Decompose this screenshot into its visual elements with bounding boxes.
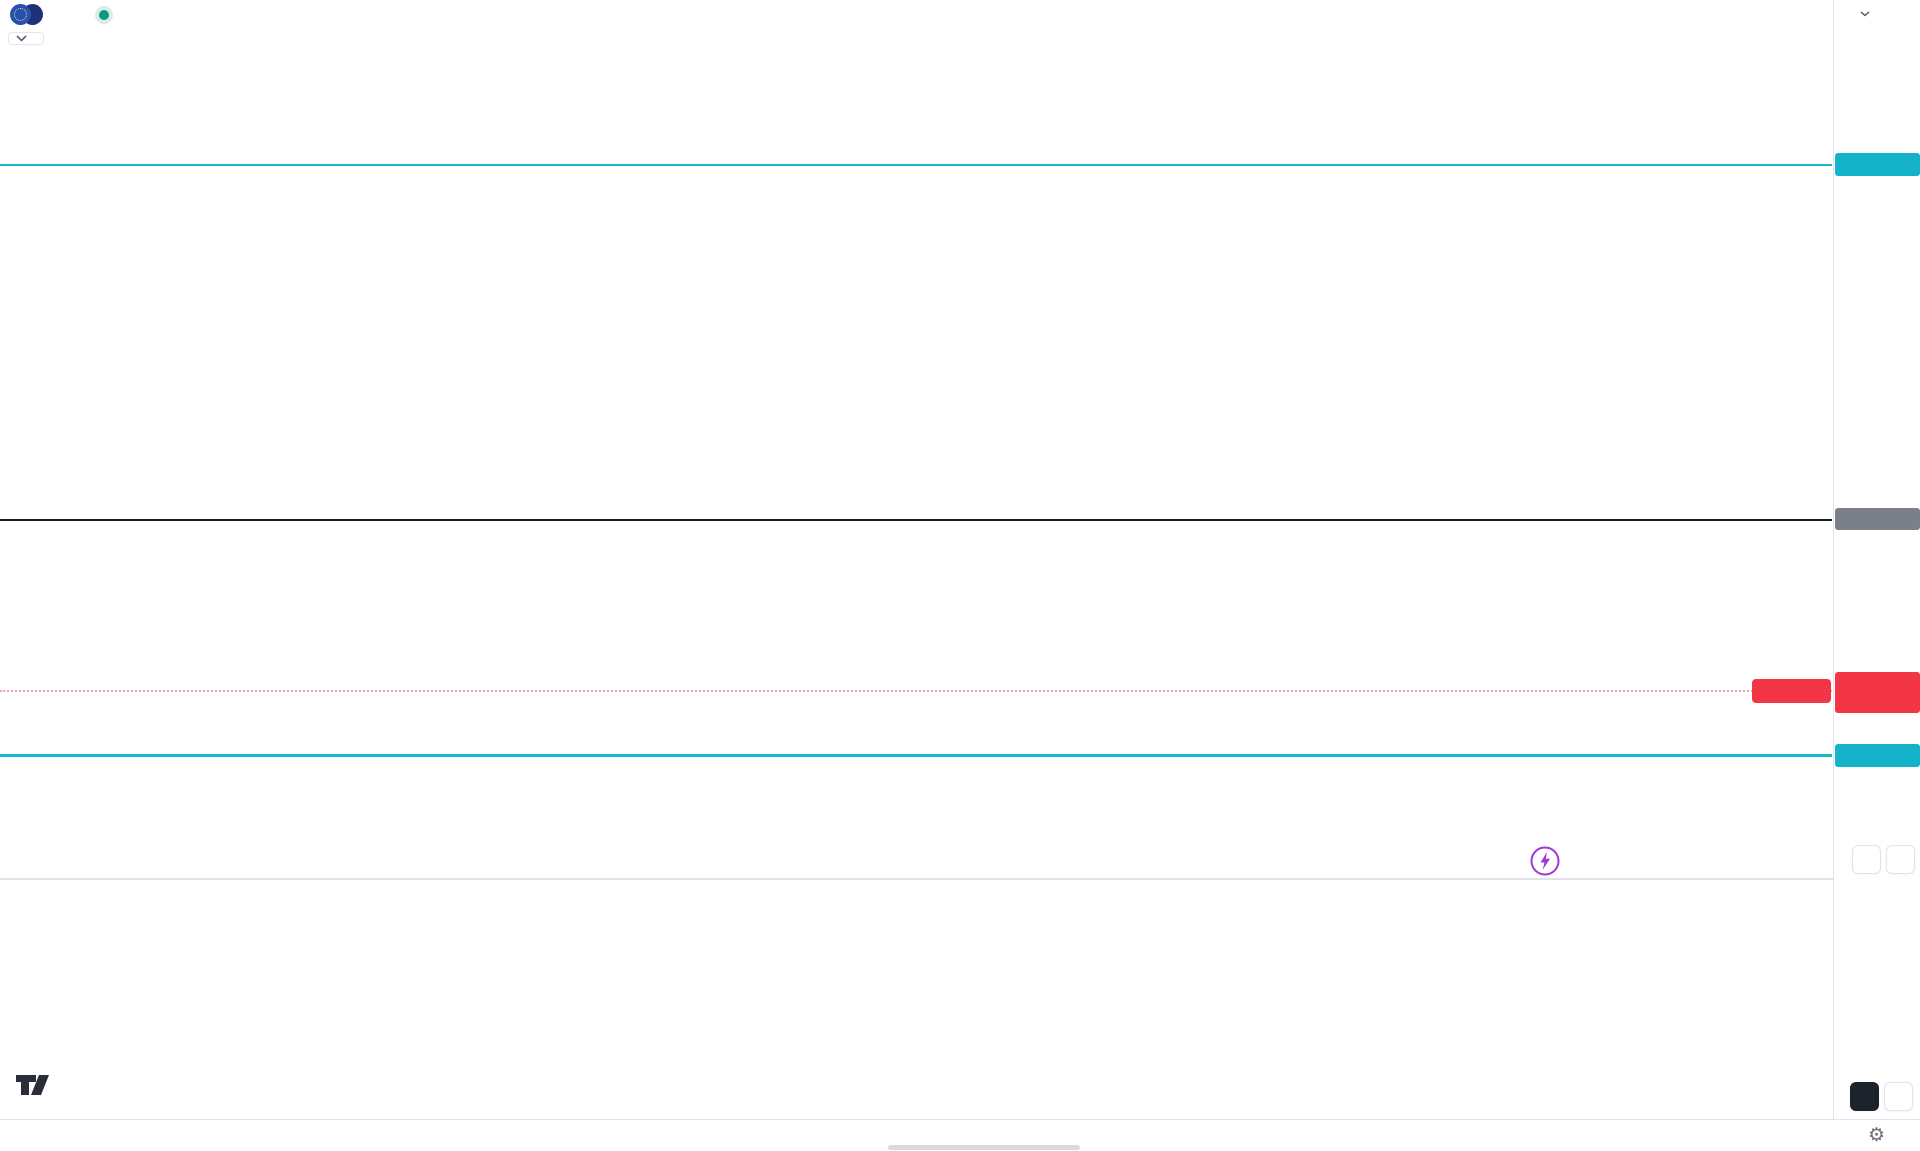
market-status-icon[interactable]: [99, 9, 109, 20]
last-price-label: [1835, 672, 1920, 713]
candlestick-chart[interactable]: [0, 0, 1832, 878]
horizontal-scrollbar[interactable]: [888, 1145, 1080, 1150]
indicators-collapse-button[interactable]: [8, 32, 44, 45]
tradingview-logo[interactable]: [14, 1072, 56, 1098]
gear-icon[interactable]: ⚙: [1868, 1125, 1886, 1146]
ticker-tag: [1752, 679, 1831, 703]
symbol-flags-icon: [10, 3, 46, 26]
current-price-line: [0, 690, 1832, 692]
pane-divider[interactable]: [0, 878, 1920, 880]
mid-price-label: [1835, 508, 1920, 530]
chevron-down-icon: [1860, 10, 1870, 16]
log-scale-button[interactable]: [1884, 1082, 1913, 1111]
symbol-legend[interactable]: [10, 3, 179, 26]
resistance-price-label: [1835, 153, 1920, 176]
auto-scale-button[interactable]: [1852, 845, 1881, 874]
support-price-label: [1835, 744, 1920, 767]
currency-selector[interactable]: [1834, 0, 1920, 27]
mid-price-line[interactable]: [0, 519, 1832, 521]
instant-order-lightning-icon[interactable]: [1529, 845, 1561, 877]
resistance-price-line[interactable]: [0, 164, 1832, 166]
main-pane-scale-buttons: [1852, 845, 1915, 874]
time-axis[interactable]: ⚙: [0, 1119, 1920, 1151]
price-axis[interactable]: [1833, 0, 1920, 1151]
eur-flag-icon: [10, 4, 31, 25]
support-price-line[interactable]: [0, 754, 1832, 757]
auto-scale-button[interactable]: [1850, 1082, 1879, 1111]
chevron-down-icon: [16, 35, 27, 42]
log-scale-button[interactable]: [1886, 845, 1915, 874]
sub-pane-scale-buttons: [1850, 1082, 1913, 1111]
oscillator-panel[interactable]: [0, 880, 1832, 1119]
